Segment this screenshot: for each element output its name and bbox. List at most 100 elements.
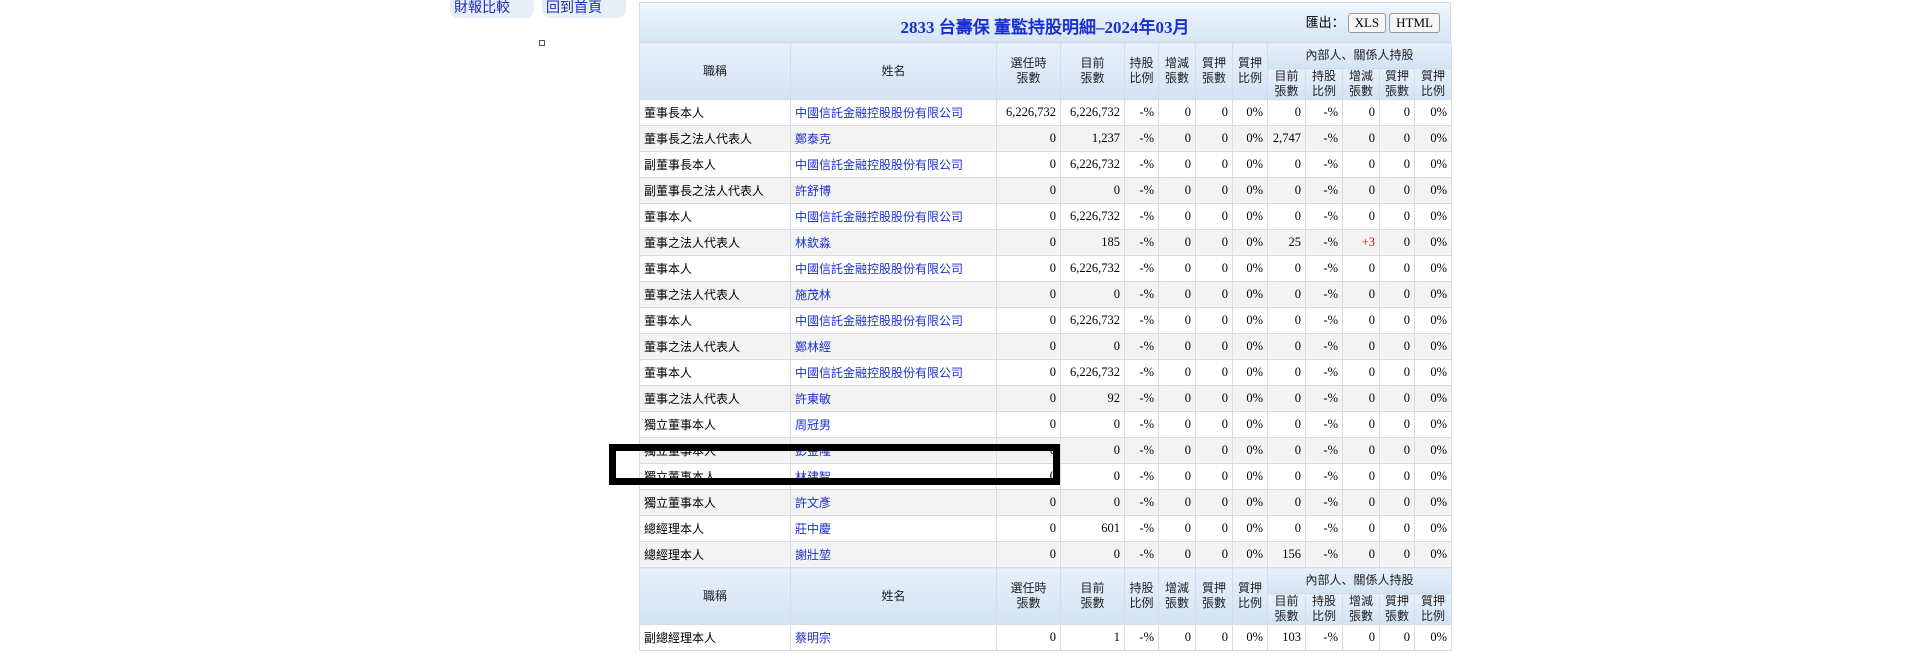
number-cell: 0% [1232,307,1268,334]
number-cell: 6,226,732 [1060,99,1125,126]
number-cell: 0% [1413,125,1453,152]
name-link[interactable]: 謝壯堃 [790,541,997,568]
highlight-box [609,444,1060,485]
number-cell: 25 [1267,229,1306,256]
number-cell: 0 [1342,385,1380,412]
name-link[interactable]: 蔡明宗 [790,624,997,651]
name-link[interactable]: 許東敏 [790,385,997,412]
number-cell: 0 [1379,281,1415,308]
number-cell: 0 [1379,489,1415,516]
number-cell: 0 [1195,489,1233,516]
column-header: 持股 比例 [1305,593,1343,625]
number-cell: -% [1305,411,1343,438]
number-cell: 601 [1060,515,1125,542]
number-cell: 0 [1158,281,1196,308]
number-cell: 0% [1232,333,1268,360]
number-cell: 0% [1413,489,1453,516]
name-link[interactable]: 中國信託金融控股股份有限公司 [790,151,997,178]
number-cell: 0 [1195,281,1233,308]
number-cell: 0% [1413,203,1453,230]
number-cell: -% [1124,307,1159,334]
number-cell: 0 [1195,411,1233,438]
table-row: 董事之法人代表人 林欽淼 0 185 -% 0 0 0% 25 -% +3 0 0% [639,229,1453,256]
number-cell: 0 [1342,99,1380,126]
number-cell: 0 [1342,359,1380,386]
nav-tab[interactable]: 財報比較 [450,0,534,18]
number-cell: 0 [1158,307,1196,334]
number-cell: 0 [1379,463,1415,490]
export-button[interactable]: HTML [1389,13,1440,33]
number-cell: 0 [1158,125,1196,152]
number-cell: 0 [1342,177,1380,204]
number-cell: 0% [1413,437,1453,464]
number-cell: 0 [1379,307,1415,334]
number-cell: 0 [1342,541,1380,568]
number-cell: 0% [1413,333,1453,360]
column-header: 質押 比例 [1232,42,1268,100]
number-cell: 0% [1413,255,1453,282]
column-header: 質押 比例 [1232,567,1268,625]
number-cell: -% [1124,541,1159,568]
number-cell: 0 [1158,463,1196,490]
table-row: 總經理本人 謝壯堃 0 0 -% 0 0 0% 156 -% 0 0 0% [639,541,1453,568]
number-cell: 0 [1379,411,1415,438]
table-row: 董事長之法人代表人 鄭泰克 0 1,237 -% 0 0 0% 2,747 -% 0 0 0% [639,125,1453,152]
number-cell: 0 [1060,411,1125,438]
holdings-table: 職稱 姓名 選任時 張數 目前 張數 持股 比例 增減 張數 質押 張數 質押 比例 內部人、關… [639,42,1453,651]
number-cell: -% [1305,489,1343,516]
number-cell: 0% [1232,229,1268,256]
number-cell: 0% [1232,281,1268,308]
title-cell: 副董事長之法人代表人 [639,177,791,204]
number-cell: -% [1305,333,1343,360]
name-link[interactable]: 施茂林 [790,281,997,308]
name-link[interactable]: 鄭林經 [790,333,997,360]
name-link[interactable]: 許舒博 [790,177,997,204]
number-cell: -% [1305,229,1343,256]
number-cell: 0 [1267,515,1306,542]
number-cell: 0 [1379,99,1415,126]
export-button[interactable]: XLS [1347,13,1387,33]
name-link[interactable]: 中國信託金融控股股份有限公司 [790,307,997,334]
name-link[interactable]: 中國信託金融控股股份有限公司 [790,203,997,230]
number-cell: 0 [996,281,1061,308]
number-cell: 0% [1232,411,1268,438]
number-cell: 0% [1232,359,1268,386]
number-cell: 0 [996,177,1061,204]
name-link[interactable]: 許文彥 [790,489,997,516]
number-cell: 0 [996,255,1061,282]
number-cell: 92 [1060,385,1125,412]
number-cell: 0 [1379,359,1415,386]
title-cell: 董事本人 [639,307,791,334]
nav-tab[interactable]: 回到首頁 [542,0,626,18]
number-cell: 0% [1232,463,1268,490]
number-cell: +3 [1342,229,1380,256]
table-row: 獨立董事本人 周冠男 0 0 -% 0 0 0% 0 -% 0 0 0% [639,411,1453,438]
number-cell: 0 [1195,515,1233,542]
number-cell: 0 [1195,125,1233,152]
column-header: 目前 張數 [1060,567,1125,625]
number-cell: 0 [1195,99,1233,126]
name-link[interactable]: 林欽淼 [790,229,997,256]
name-link[interactable]: 鄭泰克 [790,125,997,152]
title-cell: 董事本人 [639,203,791,230]
name-link[interactable]: 周冠男 [790,411,997,438]
number-cell: 0 [1158,385,1196,412]
number-cell: 0 [1267,99,1306,126]
number-cell: 0% [1232,125,1268,152]
table-row: 董事之法人代表人 鄭林經 0 0 -% 0 0 0% 0 -% 0 0 0% [639,333,1453,360]
number-cell: 0 [1195,385,1233,412]
number-cell: 6,226,732 [1060,359,1125,386]
number-cell: -% [1305,151,1343,178]
number-cell: 0 [1342,333,1380,360]
number-cell: 0 [996,489,1061,516]
group-header: 內部人、關係人持股 [1266,567,1453,594]
name-link[interactable]: 莊中慶 [790,515,997,542]
table-row: 副董事長之法人代表人 許舒博 0 0 -% 0 0 0% 0 -% 0 0 0% [639,177,1453,204]
name-link[interactable]: 中國信託金融控股股份有限公司 [790,359,997,386]
number-cell: 0 [1379,333,1415,360]
number-cell: 0 [1195,359,1233,386]
number-cell: 0 [1379,541,1415,568]
name-link[interactable]: 中國信託金融控股股份有限公司 [790,255,997,282]
number-cell: 0 [1379,125,1415,152]
name-link[interactable]: 中國信託金融控股股份有限公司 [790,99,997,126]
